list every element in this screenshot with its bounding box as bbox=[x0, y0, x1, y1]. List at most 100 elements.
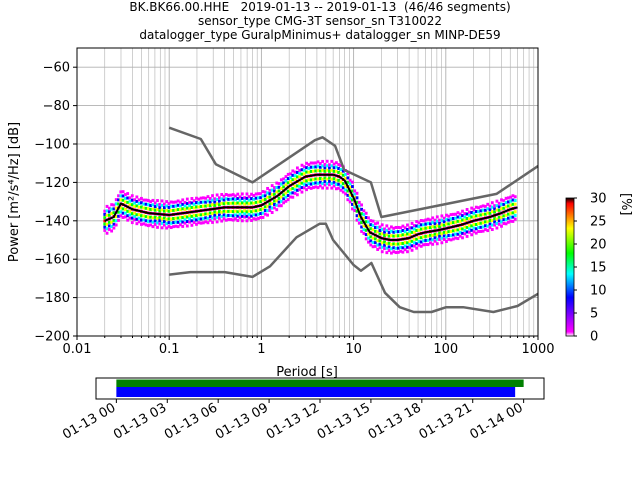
heat-cell bbox=[236, 210, 240, 214]
heat-cell bbox=[261, 215, 265, 219]
heat-cell bbox=[185, 215, 189, 219]
heat-cell bbox=[513, 198, 517, 202]
heat-cell bbox=[346, 180, 350, 184]
heat-cell bbox=[417, 228, 421, 232]
heat-cell bbox=[144, 198, 148, 202]
heat-cell bbox=[130, 198, 134, 202]
heat-cell bbox=[110, 207, 114, 211]
heat-cell bbox=[224, 193, 228, 197]
heat-cell bbox=[167, 202, 171, 206]
heat-cell bbox=[502, 218, 506, 222]
heat-cell bbox=[360, 229, 364, 233]
heat-cell bbox=[142, 218, 146, 222]
heat-cell bbox=[337, 182, 341, 186]
y-tick-label: −140 bbox=[34, 214, 70, 229]
heat-cell bbox=[243, 209, 247, 213]
heat-cell bbox=[144, 223, 148, 227]
heat-cell bbox=[220, 197, 224, 201]
heat-cell bbox=[316, 181, 320, 185]
heat-cell bbox=[137, 216, 141, 220]
heat-cell bbox=[284, 183, 288, 187]
heat-cell bbox=[192, 202, 196, 206]
heat-cell bbox=[179, 223, 182, 227]
heat-cell bbox=[451, 229, 455, 233]
heat-cell bbox=[493, 210, 497, 214]
x-tick-label: 0.01 bbox=[63, 342, 92, 357]
heat-cell bbox=[367, 216, 370, 220]
heat-cell bbox=[364, 211, 368, 215]
heat-cell bbox=[353, 202, 357, 206]
heat-cell bbox=[318, 162, 322, 166]
heat-cell bbox=[490, 219, 494, 223]
heat-cell bbox=[213, 217, 217, 221]
heat-band bbox=[103, 159, 517, 255]
heat-cell bbox=[362, 231, 366, 235]
heat-cell bbox=[351, 189, 354, 193]
heat-cell bbox=[192, 206, 196, 210]
heat-cell bbox=[110, 225, 114, 229]
heat-cell bbox=[353, 192, 357, 196]
x-tick-label: 100 bbox=[433, 342, 458, 357]
heat-cell bbox=[332, 184, 336, 188]
heat-cell bbox=[266, 204, 269, 208]
heat-cell bbox=[234, 217, 237, 221]
heat-cell bbox=[284, 175, 288, 179]
heat-cell bbox=[156, 199, 159, 203]
heat-cell bbox=[500, 224, 503, 228]
heat-cell bbox=[316, 164, 320, 168]
heat-cell bbox=[403, 226, 407, 230]
heat-cell bbox=[279, 195, 283, 199]
heat-cell bbox=[376, 243, 380, 247]
heat-cell bbox=[119, 198, 123, 202]
heat-cell bbox=[474, 214, 478, 218]
heat-cell bbox=[169, 200, 173, 204]
heat-cell bbox=[105, 231, 109, 235]
heat-cell bbox=[479, 205, 483, 209]
heat-cell bbox=[261, 194, 265, 198]
heat-cell bbox=[199, 213, 203, 217]
heat-cell bbox=[467, 210, 471, 214]
heat-cell bbox=[110, 211, 114, 215]
heat-cell bbox=[479, 229, 483, 233]
heat-cell bbox=[140, 196, 143, 200]
heat-cell bbox=[406, 227, 409, 231]
heat-cell bbox=[417, 236, 421, 240]
heat-cell bbox=[121, 198, 125, 202]
heat-cell bbox=[497, 201, 501, 205]
heat-cell bbox=[495, 226, 499, 230]
heat-cell bbox=[291, 178, 295, 182]
heat-cell bbox=[162, 223, 166, 227]
heat-cell bbox=[422, 239, 425, 243]
heat-cell bbox=[130, 221, 134, 225]
heat-cell bbox=[461, 209, 464, 213]
heat-cell bbox=[392, 250, 396, 254]
heat-cell bbox=[486, 224, 490, 228]
heat-cell bbox=[282, 181, 286, 185]
heat-cell bbox=[243, 199, 247, 203]
heat-cell bbox=[511, 202, 515, 206]
coverage-tick-label: 01-13 03 bbox=[111, 400, 169, 442]
heat-cell bbox=[337, 178, 341, 182]
heat-cell bbox=[229, 209, 233, 213]
heat-cell bbox=[302, 172, 306, 176]
colorbar-tick-label: 0 bbox=[590, 330, 598, 345]
colorbar-tick-label: 25 bbox=[590, 215, 607, 230]
heat-cell bbox=[231, 197, 235, 201]
heat-cell bbox=[323, 166, 327, 170]
heat-cell bbox=[142, 222, 146, 226]
heat-cell bbox=[247, 195, 251, 199]
heat-cell bbox=[135, 199, 139, 203]
heat-cell bbox=[123, 200, 127, 204]
heat-cell bbox=[142, 214, 146, 218]
heat-cell bbox=[208, 211, 212, 215]
heat-cell bbox=[328, 183, 331, 187]
heat-cell bbox=[390, 242, 393, 246]
heat-cell bbox=[504, 201, 508, 205]
heat-cell bbox=[355, 200, 359, 204]
heat-cell bbox=[339, 184, 343, 188]
heat-cell bbox=[302, 186, 306, 190]
heat-cell bbox=[392, 234, 396, 238]
heat-cell bbox=[502, 214, 506, 218]
heat-cell bbox=[206, 216, 210, 220]
heat-cell bbox=[477, 230, 480, 234]
